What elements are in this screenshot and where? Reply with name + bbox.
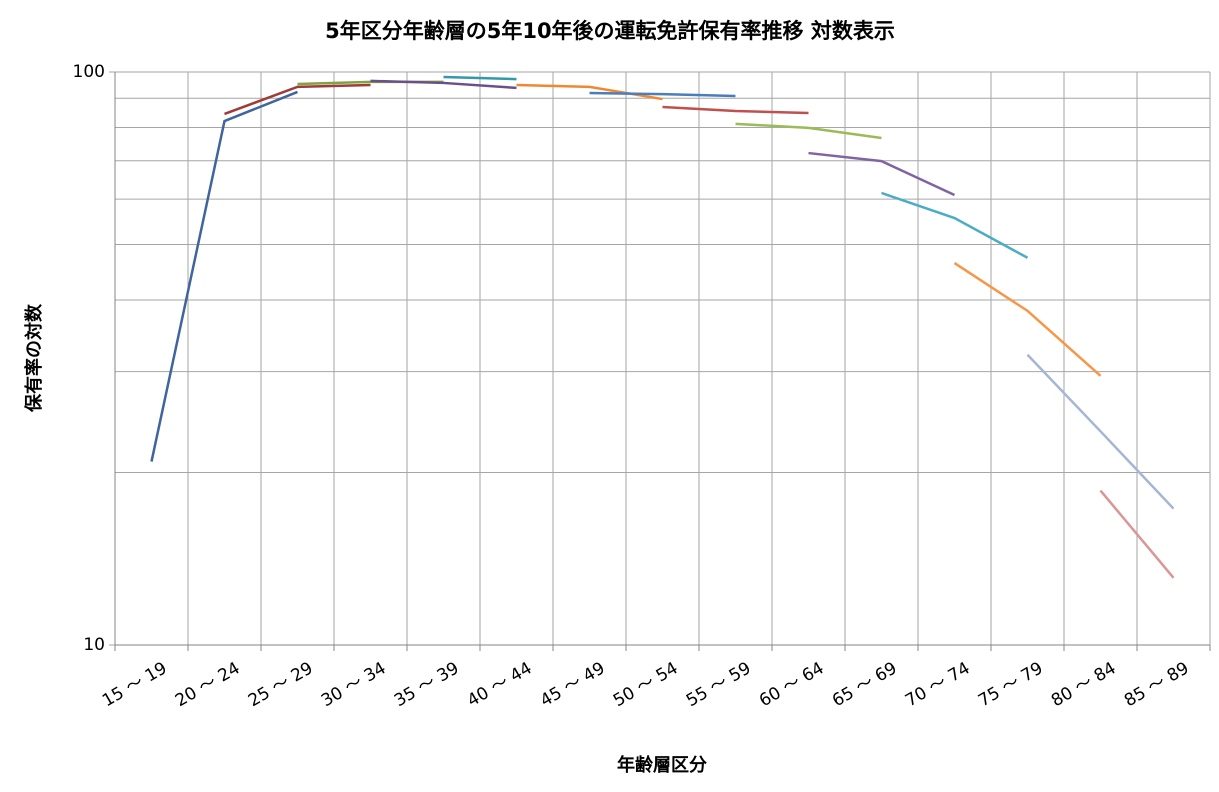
x-tick-label: 15 ～ 19 xyxy=(99,658,171,711)
series-line xyxy=(224,83,371,116)
series-line xyxy=(735,122,882,140)
x-tick-label: 65 ～ 69 xyxy=(829,658,901,711)
x-axis-title: 年齢層区分 xyxy=(617,754,707,776)
x-tick-label: 30 ～ 34 xyxy=(318,658,390,711)
y-tick-label: 10 xyxy=(83,635,105,655)
series-line xyxy=(150,90,298,462)
x-tick-label: 50 ～ 54 xyxy=(610,658,682,711)
x-tick-label: 55 ～ 59 xyxy=(683,658,755,711)
y-tick-label: 100 xyxy=(73,62,105,82)
x-tick-label: 60 ～ 64 xyxy=(756,658,828,711)
series-line xyxy=(1026,353,1175,510)
series-line xyxy=(443,75,517,81)
x-tick-label: 35 ～ 39 xyxy=(391,658,463,711)
series-line xyxy=(953,262,1102,377)
x-tick-label: 25 ～ 29 xyxy=(245,658,317,711)
series-line xyxy=(516,83,663,101)
series-line xyxy=(370,79,517,90)
series-line xyxy=(808,151,956,197)
series-line xyxy=(1099,489,1175,579)
series-line xyxy=(589,91,736,98)
series-line xyxy=(881,191,1029,259)
x-tick-label: 20 ～ 24 xyxy=(172,658,244,711)
x-tick-label: 40 ～ 44 xyxy=(464,658,536,711)
x-tick-label: 70 ～ 74 xyxy=(902,658,974,711)
y-axis-title: 保有率の対数 xyxy=(23,303,45,413)
chart-title: 5年区分年齢層の5年10年後の運転免許保有率推移 対数表示 xyxy=(325,19,895,43)
series-line xyxy=(662,105,809,115)
x-tick-label: 85 ～ 89 xyxy=(1121,658,1193,711)
x-tick-label: 75 ～ 79 xyxy=(975,658,1047,711)
x-tick-label: 45 ～ 49 xyxy=(537,658,609,711)
x-tick-label: 80 ～ 84 xyxy=(1048,658,1120,711)
